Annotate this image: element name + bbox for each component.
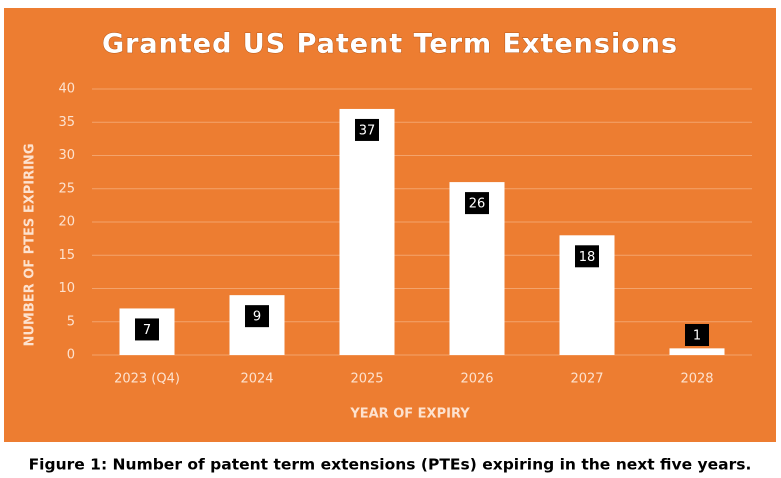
y-axis-title: NUMBER OF PTES EXPIRING: [23, 144, 38, 347]
figure-caption: Figure 1: Number of patent term extensio…: [29, 456, 752, 474]
y-tick-label: 5: [67, 314, 75, 329]
bar: [669, 348, 725, 355]
y-tick-label: 40: [58, 82, 75, 97]
data-label: 9: [253, 310, 261, 325]
y-tick-label: 35: [58, 115, 75, 130]
data-label-box: [575, 245, 599, 268]
data-label-box: [135, 318, 159, 341]
data-label: 26: [469, 197, 486, 212]
data-label: 7: [143, 323, 151, 338]
y-tick-label: 20: [58, 215, 75, 230]
y-tick-label: 25: [58, 181, 75, 196]
data-label-box: [355, 118, 379, 141]
y-tick-label: 15: [58, 248, 75, 263]
data-label: 37: [359, 123, 376, 138]
bar: [339, 108, 395, 355]
data-label: 18: [579, 250, 596, 265]
x-tick-label: 2023 (Q4): [114, 372, 180, 387]
x-axis-title: YEAR OF EXPIRY: [349, 407, 470, 422]
data-label-box: [465, 192, 489, 215]
x-tick-label: 2026: [460, 372, 493, 387]
x-tick-label: 2024: [240, 372, 273, 387]
data-label: 1: [693, 329, 701, 344]
chart-title: Granted US Patent Term Extensions: [102, 29, 678, 60]
y-tick-label: 0: [67, 348, 75, 363]
y-tick-label: 10: [58, 281, 75, 296]
data-label-box: [245, 305, 269, 328]
x-tick-label: 2027: [570, 372, 603, 387]
y-tick-label: 30: [58, 148, 75, 163]
x-tick-label: 2028: [680, 372, 713, 387]
x-tick-label: 2025: [350, 372, 383, 387]
data-label-box: [685, 324, 709, 346]
